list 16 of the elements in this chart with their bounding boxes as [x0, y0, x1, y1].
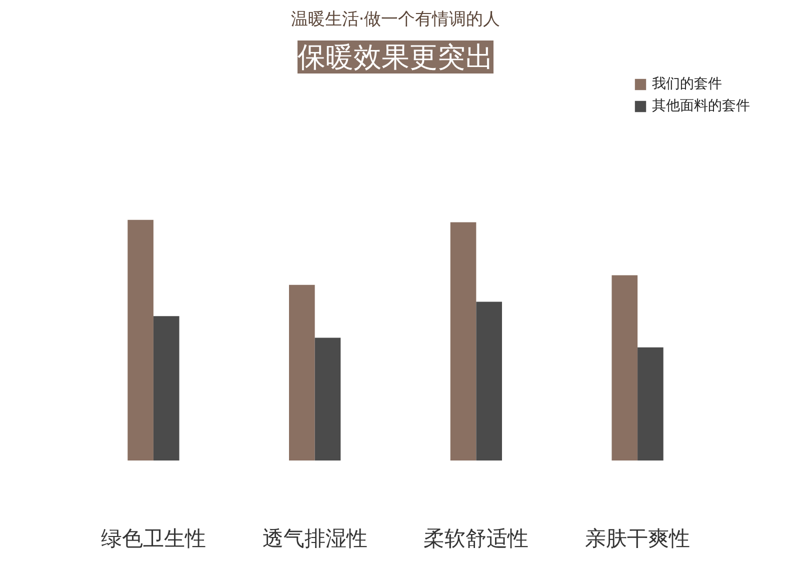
chart-subtitle: 温暖生活·做一个有情调的人: [290, 10, 500, 30]
bar: [476, 302, 502, 460]
x-tick-label: 柔软舒适性: [424, 526, 529, 550]
bar: [314, 338, 341, 460]
legend-label: 其他面料的套件: [652, 97, 750, 115]
bar: [128, 220, 154, 460]
x-tick-label: 亲肤干爽性: [585, 526, 690, 550]
bar: [289, 284, 315, 460]
chart-title: 保暖效果更突出: [298, 40, 494, 74]
bar: [638, 347, 664, 460]
x-tick-label: 绿色卫生性: [100, 526, 206, 550]
x-tick-label: 透气排湿性: [262, 526, 368, 550]
bar: [612, 275, 638, 460]
bar: [153, 316, 180, 460]
legend-label: 我们的套件: [652, 75, 722, 93]
bar: [450, 222, 476, 460]
